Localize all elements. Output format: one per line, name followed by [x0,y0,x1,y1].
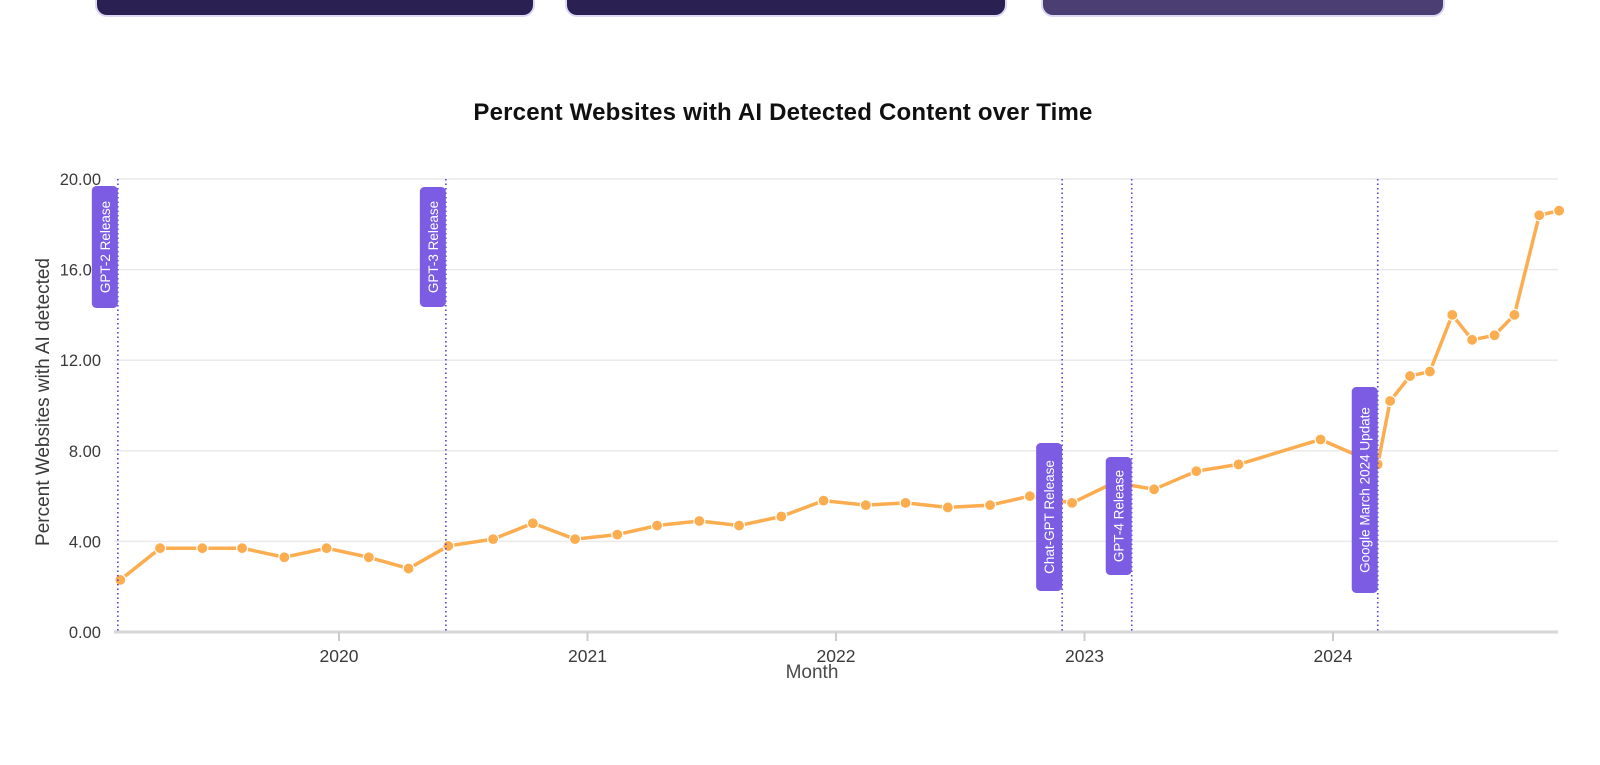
annotation-label-box[interactable] [1351,387,1378,593]
annotation-label: GPT-3 Release [426,201,441,293]
data-point[interactable] [1314,433,1327,446]
y-tick-label: 20.00 [60,171,101,189]
data-point[interactable] [1423,365,1437,378]
data-point[interactable] [941,501,954,514]
chart-title: Percent Websites with AI Detected Conten… [473,99,1093,126]
data-point[interactable] [442,539,455,553]
top-bar-2[interactable] [567,0,1005,15]
data-point[interactable] [278,551,291,564]
data-point[interactable] [526,517,539,530]
data-point[interactable] [1023,490,1036,503]
y-tick-label: 0.00 [69,624,101,642]
x-tick-label: 2023 [1065,646,1104,666]
x-axis-title: Month [785,662,839,683]
data-point[interactable] [693,514,706,528]
data-point[interactable] [1466,333,1479,346]
data-point[interactable] [402,562,415,575]
annotation-label-box[interactable] [1036,443,1063,591]
data-point[interactable] [1232,458,1245,471]
annotation-label: Google March 2024 Update [1358,407,1373,573]
x-tick-label: 2021 [568,646,607,666]
data-point[interactable] [983,499,997,512]
data-point[interactable] [1403,369,1417,383]
data-point[interactable] [235,542,249,555]
data-line [118,208,1561,582]
data-point[interactable] [611,528,624,541]
y-tick-label: 12.00 [60,352,101,370]
data-point[interactable] [1446,308,1459,321]
data-point[interactable] [775,510,788,523]
data-point[interactable] [320,542,333,555]
data-point[interactable] [732,519,746,532]
annotation-label-box[interactable] [419,187,446,307]
data-point[interactable] [153,542,167,555]
x-tick-label: 2022 [817,646,856,666]
y-tick-label: 4.00 [69,533,101,551]
data-point[interactable] [1508,308,1521,321]
data-point[interactable] [650,519,664,532]
data-point[interactable] [899,496,912,509]
top-bar-3[interactable] [1043,0,1443,15]
data-point[interactable] [196,542,209,555]
annotation-label: GPT-2 Release [98,201,113,293]
y-tick-label: 8.00 [69,443,101,461]
data-point[interactable] [1190,465,1203,478]
annotation-label: GPT-4 Release [1112,470,1127,562]
annotation-label-box[interactable] [1105,457,1132,575]
data-point[interactable] [1065,496,1079,509]
annotation-label: Chat-GPT Release [1042,460,1057,574]
y-tick-label: 16.00 [60,262,101,280]
data-point[interactable] [1147,483,1161,496]
x-tick-label: 2020 [320,646,359,666]
data-point[interactable] [362,551,375,564]
data-point[interactable] [1488,329,1501,342]
data-point[interactable] [1384,394,1397,408]
data-point[interactable] [817,494,830,507]
top-bar-1[interactable] [97,0,533,15]
data-point[interactable] [859,499,872,512]
data-point[interactable] [114,573,127,587]
data-point[interactable] [486,533,500,546]
annotation-label-box[interactable] [91,186,118,308]
x-tick-label: 2024 [1314,646,1353,666]
data-point[interactable] [568,533,582,546]
data-point[interactable] [1553,204,1566,217]
data-point[interactable] [1533,209,1546,222]
